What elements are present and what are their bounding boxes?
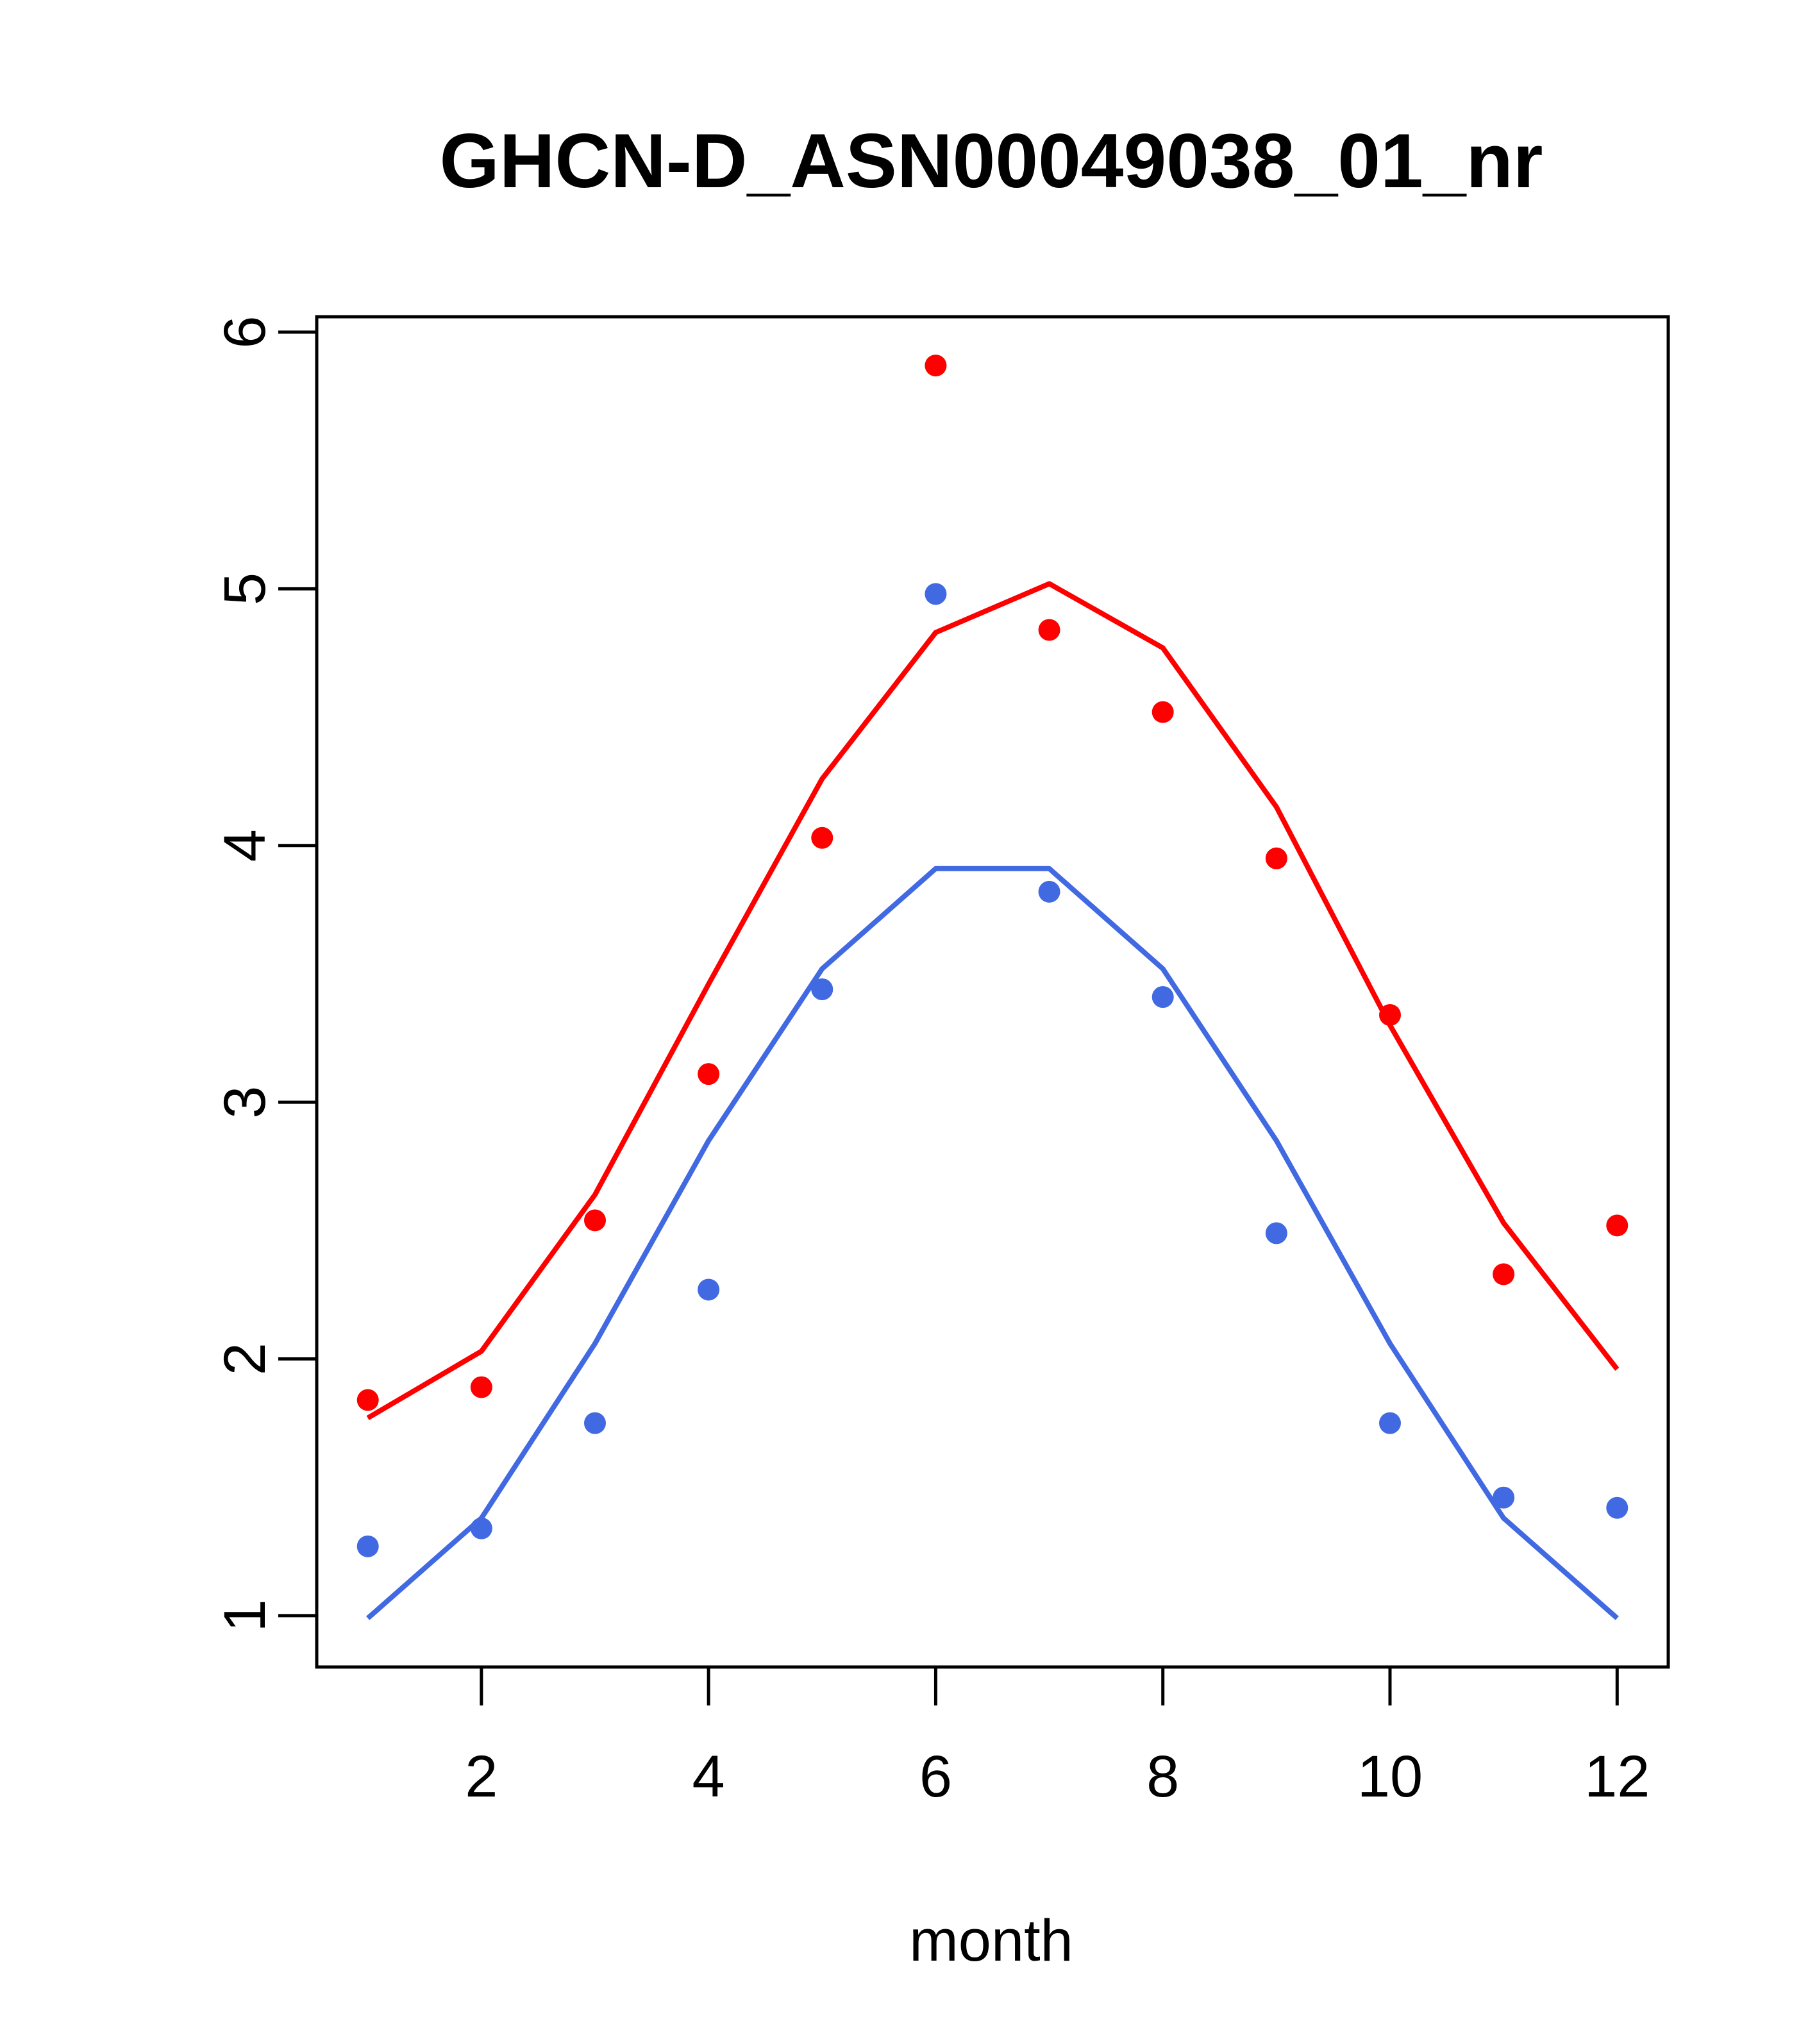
series-2 <box>356 583 1629 1620</box>
x-tick-label: 8 <box>1146 1744 1179 1809</box>
y-tick-label: 5 <box>212 573 278 605</box>
x-tick-label: 10 <box>1357 1744 1423 1809</box>
data-point <box>1493 1486 1515 1509</box>
series-1 <box>356 355 1629 1421</box>
x-axis-label: month <box>909 1908 1073 1973</box>
data-point <box>925 583 947 605</box>
data-point <box>811 978 833 1000</box>
series-line <box>366 581 1620 1421</box>
x-tick-label: 6 <box>919 1744 952 1809</box>
y-tick-label: 6 <box>212 315 278 348</box>
data-point <box>1151 986 1174 1009</box>
chart-title: GHCN-D_ASN00049038_01_nr <box>440 118 1543 204</box>
x-tick-label: 4 <box>692 1744 725 1809</box>
data-point <box>584 1209 606 1232</box>
y-axis: 1 2 3 4 5 6 <box>212 315 319 1632</box>
data-point <box>698 1278 720 1301</box>
data-point <box>698 1063 720 1085</box>
series-line <box>366 866 1619 1620</box>
data-point <box>470 1376 492 1398</box>
series-layer <box>356 355 1629 1620</box>
data-point <box>584 1412 606 1434</box>
data-point <box>470 1517 492 1539</box>
data-point <box>925 355 947 377</box>
y-tick-label: 4 <box>212 829 278 862</box>
data-point <box>1038 619 1060 641</box>
data-point <box>356 1389 379 1411</box>
data-point <box>811 826 833 849</box>
data-point <box>1606 1214 1629 1237</box>
x-axis: 2 4 6 8 10 12 <box>465 1665 1650 1809</box>
data-point <box>1379 1412 1401 1434</box>
data-point <box>1265 1222 1287 1244</box>
data-point <box>1379 1004 1401 1026</box>
data-point <box>1151 701 1174 723</box>
x-tick-label: 2 <box>465 1744 498 1809</box>
data-point <box>356 1535 379 1557</box>
y-tick-label: 1 <box>212 1599 278 1632</box>
data-point <box>1606 1496 1629 1519</box>
data-point <box>1038 880 1060 903</box>
data-point <box>1493 1263 1515 1286</box>
y-tick-label: 3 <box>212 1086 278 1119</box>
y-tick-label: 2 <box>212 1343 278 1375</box>
data-point <box>1265 847 1287 869</box>
x-tick-label: 12 <box>1584 1744 1650 1809</box>
